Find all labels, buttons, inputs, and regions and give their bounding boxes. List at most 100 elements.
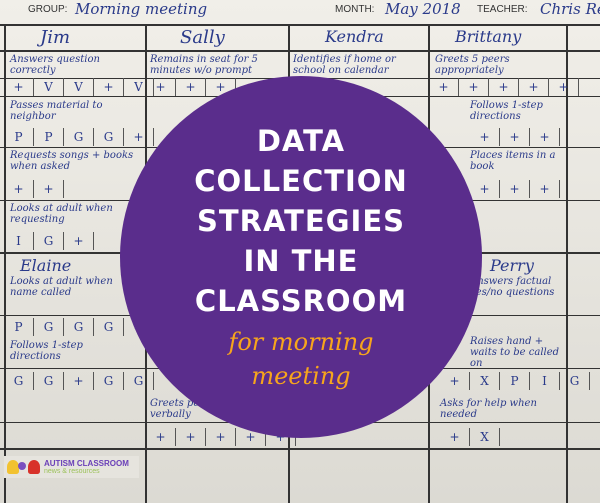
mark-row: + X (440, 428, 500, 446)
student-name: Sally (180, 27, 225, 48)
divider (0, 50, 600, 52)
mark: + (519, 78, 549, 96)
mark: + (94, 78, 124, 96)
mark: + (34, 180, 64, 198)
mark: P (34, 128, 64, 146)
title-line: IN THE (243, 244, 359, 278)
goal-text: Identifies if home or school on calendar (293, 54, 396, 76)
title: DATA COLLECTION STRATEGIES IN THE CLASSR… (194, 121, 407, 321)
divider (4, 24, 6, 503)
title-line: STRATEGIES (196, 204, 406, 238)
mark: + (146, 428, 176, 446)
mark: + (500, 180, 530, 198)
mark-row: + + + + + (429, 78, 579, 96)
mark: G (64, 128, 94, 146)
mark: I (530, 372, 560, 390)
goal-text: Raises hand + waits to be called on (470, 336, 560, 369)
subtitle-line: meeting (251, 362, 351, 390)
mark: I (4, 232, 34, 250)
month-value: May 2018 (385, 0, 461, 18)
teacher-value: Chris Re (540, 0, 600, 18)
brand-tagline: news & resources (44, 468, 100, 475)
mark: G (94, 372, 124, 390)
mark: G (34, 232, 64, 250)
subtitle-line: for morning (228, 328, 374, 356)
mark: G (34, 372, 64, 390)
goal-text: Answers question correctly (10, 54, 100, 76)
title-line: DATA (256, 124, 346, 158)
divider (0, 24, 600, 26)
student-name: Jim (40, 27, 71, 48)
title-line: CLASSROOM (194, 284, 408, 318)
mark-row: + X P I G (440, 372, 590, 390)
student-name: Kendra (325, 27, 384, 46)
goal-text: Passes material to neighbor (10, 100, 103, 122)
mark: + (206, 428, 236, 446)
mark: V (124, 78, 154, 96)
mark: G (94, 128, 124, 146)
goal-text: Remains in seat for 5 minutes w/o prompt (150, 54, 258, 76)
goal-text: Places items in a book (470, 150, 556, 172)
mark-row: + + + (470, 128, 560, 146)
goal-text: Follows 1-step directions (470, 100, 543, 122)
goal-text: Looks at adult when requesting (10, 203, 113, 225)
goal-text: Looks at adult when name called (10, 276, 113, 298)
mark: G (124, 372, 154, 390)
mark-row: P P G G + (4, 128, 154, 146)
mark: + (470, 128, 500, 146)
children-logo-icon (4, 457, 44, 477)
mark: V (34, 78, 64, 96)
mark: G (560, 372, 590, 390)
goal-text: Follows 1-step directions (10, 340, 83, 362)
goal-text: Asks for help when needed (440, 398, 537, 420)
goal-text: Greets 5 peers appropriately (435, 54, 510, 76)
mark: + (236, 428, 266, 446)
mark: P (4, 128, 34, 146)
divider (566, 24, 568, 503)
student-name: Brittany (455, 27, 522, 46)
group-label: GROUP: (28, 4, 68, 15)
mark: + (440, 372, 470, 390)
mark-row: G G + G G (4, 372, 154, 390)
subtitle: for morning meeting (228, 325, 373, 393)
brand-logo: AUTISM CLASSROOM news & resources (4, 456, 139, 478)
mark: G (4, 372, 34, 390)
title-line: COLLECTION (194, 164, 408, 198)
mark: + (124, 128, 154, 146)
mark: P (500, 372, 530, 390)
mark: + (470, 180, 500, 198)
mark: + (530, 180, 560, 198)
mark-row: + + + (470, 180, 560, 198)
mark: + (440, 428, 470, 446)
mark: + (146, 78, 176, 96)
mark: G (64, 318, 94, 336)
mark: P (4, 318, 34, 336)
student-name: Perry (490, 256, 534, 275)
mark: X (470, 428, 500, 446)
goal-text: Answers factual yes/no questions (470, 276, 555, 298)
mark: + (176, 428, 206, 446)
brand-name: AUTISM CLASSROOM (44, 459, 129, 468)
mark-row: + + (4, 180, 64, 198)
mark-row: + V V + V (4, 78, 154, 96)
title-circle: DATA COLLECTION STRATEGIES IN THE CLASSR… (120, 76, 482, 438)
month-label: MONTH: (335, 4, 375, 15)
goal-text: Requests songs + books when asked (10, 150, 134, 172)
mark: + (64, 232, 94, 250)
student-name: Elaine (20, 256, 72, 275)
mark: V (64, 78, 94, 96)
mark: + (429, 78, 459, 96)
mark: + (500, 128, 530, 146)
mark: + (489, 78, 519, 96)
mark: + (64, 372, 94, 390)
mark-row: I G + (4, 232, 94, 250)
mark: G (34, 318, 64, 336)
mark: + (459, 78, 489, 96)
group-value: Morning meeting (75, 0, 208, 18)
teacher-label: TEACHER: (477, 4, 528, 15)
mark: + (4, 78, 34, 96)
mark: + (530, 128, 560, 146)
mark: + (176, 78, 206, 96)
mark: X (470, 372, 500, 390)
mark: + (549, 78, 579, 96)
